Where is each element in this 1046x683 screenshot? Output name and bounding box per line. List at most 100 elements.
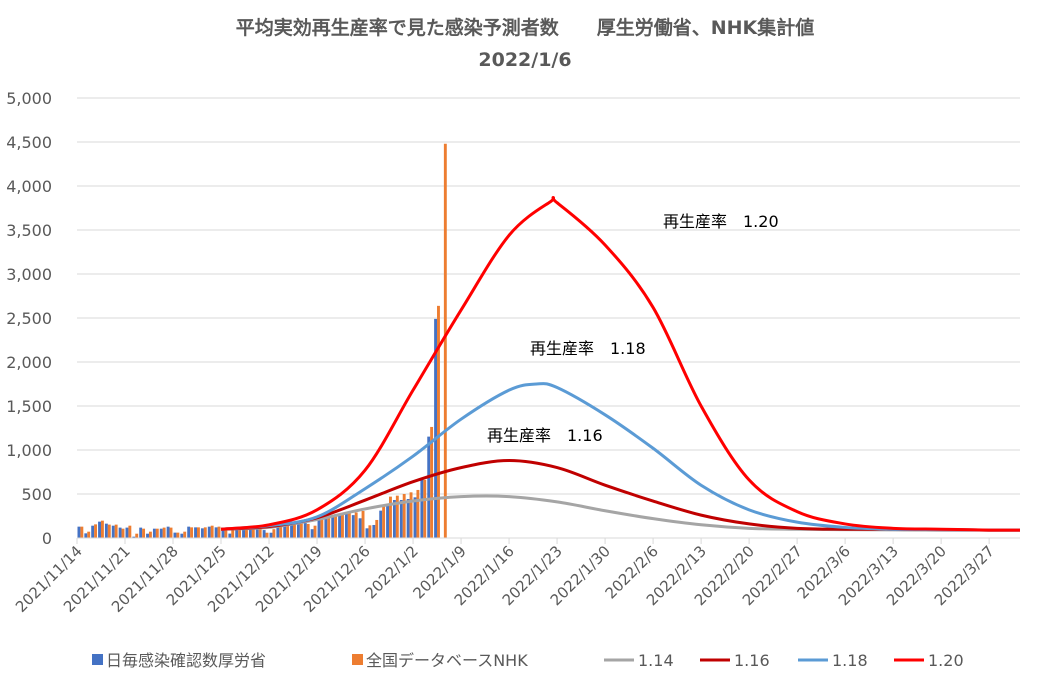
bar-nhk xyxy=(100,520,104,538)
bar-nhk xyxy=(203,527,207,538)
legend-label: 1.18 xyxy=(832,651,868,670)
gridlines xyxy=(77,97,1020,495)
bar-nhk xyxy=(155,528,159,538)
y-tick-label: 5,000 xyxy=(6,89,52,108)
bar-nhk xyxy=(210,525,214,538)
bar-nhk xyxy=(293,523,296,538)
bar-mhlw xyxy=(194,527,197,538)
bar-nhk xyxy=(162,527,166,538)
bar-mhlw xyxy=(365,528,369,538)
y-tick-label: 3,500 xyxy=(6,221,52,240)
bar-mhlw xyxy=(276,526,280,538)
bar-nhk xyxy=(423,479,427,538)
bar-mhlw xyxy=(303,520,307,538)
bar-nhk xyxy=(382,505,386,538)
annotation-1-16: 再生産率 1.16 xyxy=(487,426,603,445)
bar-mhlw xyxy=(173,532,177,538)
bar-nhk xyxy=(341,513,344,538)
bar-mhlw xyxy=(200,528,204,538)
bar-nhk xyxy=(347,511,351,538)
bar-nhk xyxy=(306,523,310,538)
bar-nhk xyxy=(128,525,132,538)
bar-mhlw xyxy=(132,536,136,538)
bar-nhk xyxy=(375,519,379,538)
bar-mhlw xyxy=(290,523,294,538)
bar-mhlw xyxy=(255,528,259,538)
bar-mhlw xyxy=(413,497,417,538)
bar-nhk xyxy=(361,510,365,538)
bar-mhlw xyxy=(221,529,225,538)
y-tick-label: 0 xyxy=(42,529,52,548)
bar-nhk xyxy=(217,526,221,538)
bar-mhlw xyxy=(331,516,335,538)
bar-nhk xyxy=(142,528,146,538)
bar-nhk xyxy=(416,489,420,538)
bar-mhlw xyxy=(166,526,170,538)
bar-mhlw xyxy=(91,525,95,538)
bar-nhk xyxy=(114,524,118,538)
legend-label: 1.16 xyxy=(734,651,770,670)
bar-mhlw xyxy=(228,533,232,538)
bar-nhk xyxy=(224,529,228,538)
bar-nhk xyxy=(107,524,111,538)
bar-mhlw xyxy=(324,518,328,538)
bar-mhlw xyxy=(296,523,300,538)
y-tick-label: 4,500 xyxy=(6,133,52,152)
bar-mhlw xyxy=(152,528,156,538)
bar-mhlw xyxy=(139,527,143,538)
bar-mhlw xyxy=(392,499,396,538)
bar-mhlw xyxy=(406,499,410,538)
bars xyxy=(77,143,447,538)
bar-nhk xyxy=(320,517,324,538)
bar-mhlw xyxy=(214,527,218,538)
line-series-1-20 xyxy=(220,196,1021,532)
bar-nhk xyxy=(135,533,139,538)
legend-label: 1.20 xyxy=(928,651,964,670)
y-tick-label: 4,000 xyxy=(6,177,52,196)
bar-mhlw xyxy=(317,519,321,538)
bar-nhk xyxy=(251,526,255,538)
bar-mhlw xyxy=(242,527,245,538)
bar-mhlw xyxy=(235,528,239,538)
bar-mhlw xyxy=(159,528,163,538)
bar-nhk xyxy=(190,527,194,538)
bar-nhk xyxy=(94,524,98,538)
y-tick-label: 2,500 xyxy=(6,309,52,328)
bar-nhk xyxy=(196,527,200,538)
bar-nhk xyxy=(430,426,434,538)
y-axis-ticks: 0 500 1,000 1,500 2,000 2,500 3,000 3,500 4,000 4… xyxy=(6,89,52,548)
bar-nhk xyxy=(265,532,269,538)
bar-nhk xyxy=(183,531,187,538)
lines xyxy=(220,196,1021,532)
annotation-1-18: 再生産率 1.18 xyxy=(530,339,646,358)
bar-mhlw xyxy=(84,533,88,538)
bar-mhlw xyxy=(351,515,355,538)
legend-swatch-bar xyxy=(352,654,363,665)
bar-mhlw xyxy=(379,510,383,538)
bar-mhlw xyxy=(125,527,129,538)
x-axis: 2021/11/142021/11/212021/11/282021/12/52… xyxy=(12,537,1020,616)
bar-nhk xyxy=(80,526,84,538)
bar-mhlw xyxy=(111,525,115,538)
annotation-1-20: 再生産率 1.20 xyxy=(663,212,779,231)
bar-nhk xyxy=(87,531,91,538)
bar-nhk xyxy=(368,525,372,538)
bar-mhlw xyxy=(310,529,314,538)
bar-mhlw xyxy=(118,527,122,538)
bar-mhlw xyxy=(146,533,149,538)
bar-mhlw xyxy=(358,518,362,538)
legend-swatch-bar xyxy=(92,654,103,665)
bar-nhk xyxy=(402,494,406,538)
bar-mhlw xyxy=(187,526,191,538)
bar-nhk xyxy=(443,143,447,538)
bar-mhlw xyxy=(283,524,287,538)
bar-nhk xyxy=(409,492,413,538)
bar-mhlw xyxy=(248,528,252,538)
bar-nhk xyxy=(244,528,248,538)
bar-mhlw xyxy=(262,530,266,538)
legend-label: 1.14 xyxy=(638,651,674,670)
bar-mhlw xyxy=(372,524,376,538)
bar-nhk xyxy=(299,523,303,538)
bar-mhlw xyxy=(77,526,81,538)
